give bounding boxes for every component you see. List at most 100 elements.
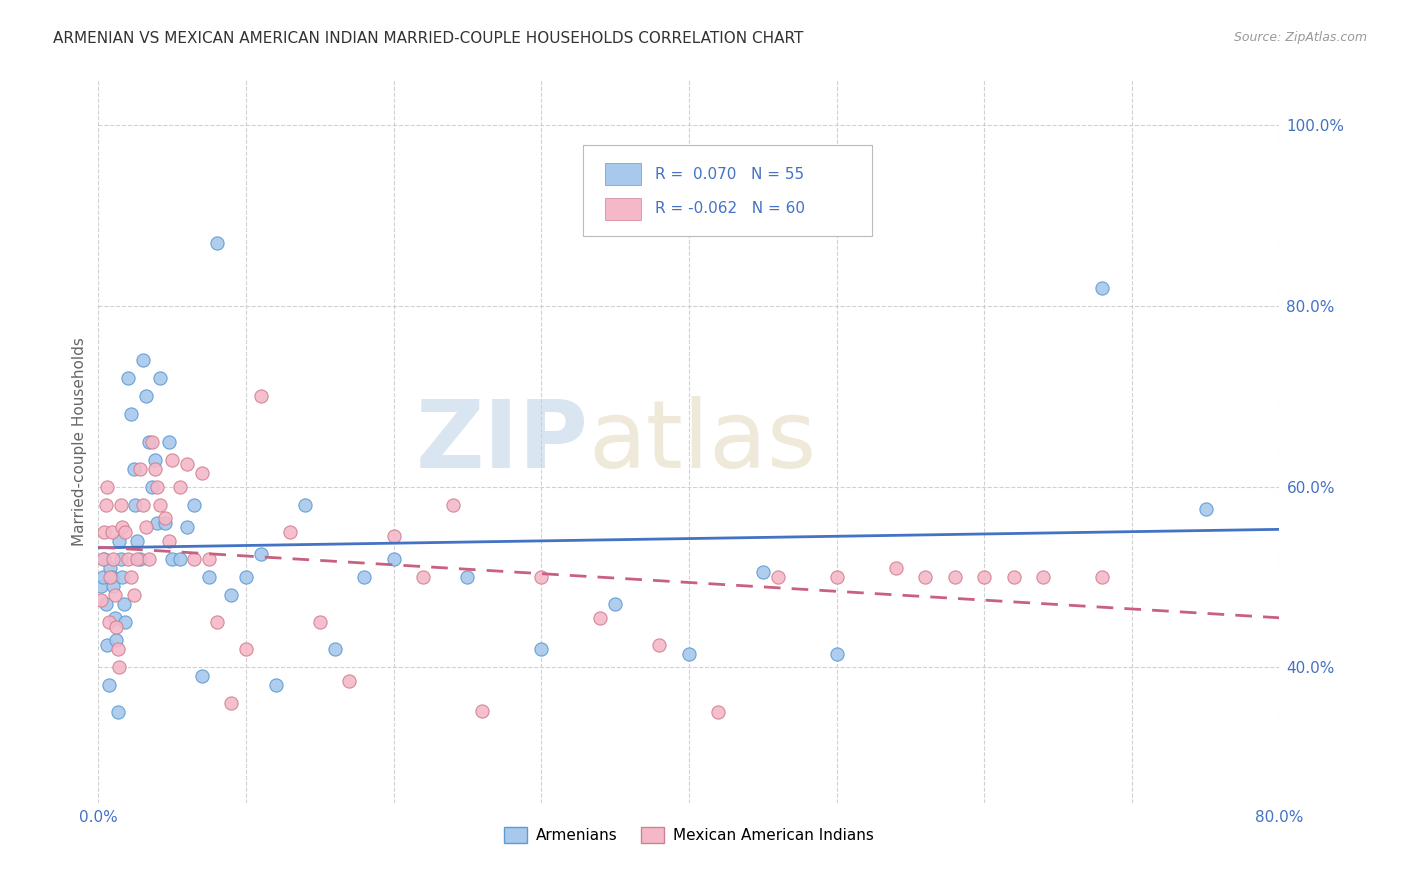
Point (707, 706, 730, 720)
Point (149, 498, 172, 512)
Point (124, 498, 146, 512)
Point (141, 434, 163, 449)
Point (100, 570, 122, 584)
Point (153, 511, 176, 525)
Point (191, 669, 214, 683)
Point (162, 452, 183, 467)
Point (280, 524, 302, 539)
Point (157, 533, 180, 548)
Point (441, 498, 464, 512)
Point (205, 235, 228, 250)
Point (94, 498, 117, 512)
Bar (605, 198, 641, 219)
Point (1032, 570, 1054, 584)
Point (353, 570, 375, 584)
Point (107, 706, 129, 720)
Bar (605, 163, 641, 185)
Point (107, 642, 129, 657)
Point (96, 480, 118, 494)
Point (309, 615, 332, 630)
Point (1002, 570, 1025, 584)
Point (264, 678, 287, 692)
Point (339, 673, 361, 688)
Point (176, 520, 198, 534)
Point (114, 615, 136, 630)
Point (169, 552, 191, 566)
Point (132, 498, 155, 512)
Point (143, 452, 166, 467)
Point (1091, 570, 1114, 584)
Point (128, 461, 150, 475)
Point (104, 588, 127, 602)
Text: ARMENIAN VS MEXICAN AMERICAN INDIAN MARRIED-COUPLE HOUSEHOLDS CORRELATION CHART: ARMENIAN VS MEXICAN AMERICAN INDIAN MARR… (53, 31, 804, 46)
Point (221, 697, 243, 711)
Point (97, 615, 120, 630)
Point (412, 570, 434, 584)
Point (457, 570, 479, 584)
Point (100, 524, 122, 539)
Point (111, 520, 134, 534)
Point (135, 389, 157, 403)
FancyBboxPatch shape (582, 145, 872, 235)
Point (93, 552, 115, 566)
Point (825, 570, 848, 584)
Point (884, 561, 907, 575)
Point (91, 552, 114, 566)
Point (104, 610, 127, 624)
Point (132, 353, 155, 368)
Point (97, 678, 120, 692)
Point (90, 579, 112, 593)
Point (678, 647, 700, 661)
Point (117, 371, 139, 385)
Point (93, 524, 115, 539)
Point (128, 552, 150, 566)
Point (146, 480, 169, 494)
Point (143, 461, 166, 475)
Point (382, 552, 405, 566)
Point (135, 520, 157, 534)
Point (153, 516, 176, 530)
Point (120, 570, 142, 584)
Point (221, 588, 243, 602)
Point (250, 548, 273, 562)
Point (138, 552, 160, 566)
Point (94, 597, 117, 611)
Point (766, 570, 789, 584)
Point (120, 408, 142, 422)
Point (110, 552, 132, 566)
Point (103, 579, 125, 593)
Point (973, 570, 995, 584)
Text: Source: ZipAtlas.com: Source: ZipAtlas.com (1233, 31, 1367, 45)
Text: ZIP: ZIP (416, 395, 589, 488)
Point (183, 498, 205, 512)
Point (605, 597, 627, 611)
Legend: Armenians, Mexican American Indians: Armenians, Mexican American Indians (498, 822, 880, 849)
Point (105, 620, 128, 634)
Point (198, 570, 221, 584)
Point (90, 592, 112, 607)
Point (1195, 502, 1218, 516)
Point (157, 434, 180, 449)
Point (110, 498, 132, 512)
Point (169, 480, 191, 494)
Point (191, 466, 214, 480)
Point (943, 570, 966, 584)
Point (235, 570, 257, 584)
Point (149, 371, 172, 385)
Point (530, 570, 553, 584)
Point (146, 516, 169, 530)
Point (111, 570, 134, 584)
Point (250, 389, 273, 403)
Point (198, 552, 221, 566)
Point (105, 633, 128, 648)
Point (162, 552, 183, 566)
Point (98, 561, 121, 575)
Point (589, 610, 612, 624)
Point (125, 533, 148, 548)
Point (122, 588, 145, 602)
Point (138, 434, 160, 449)
Point (648, 638, 671, 652)
Point (122, 461, 145, 475)
Point (108, 660, 131, 674)
Point (141, 480, 163, 494)
